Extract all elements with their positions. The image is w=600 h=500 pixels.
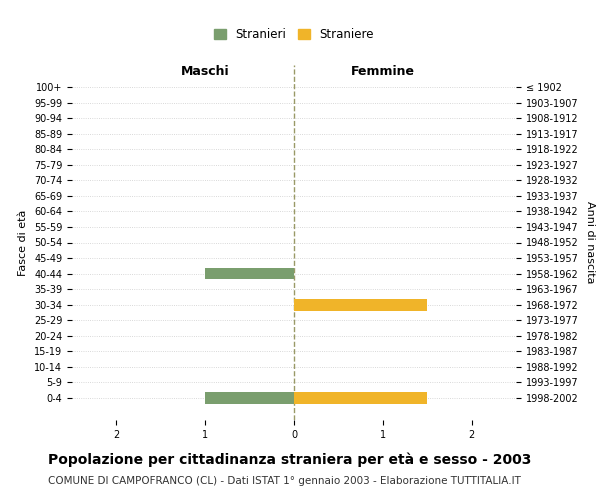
Text: COMUNE DI CAMPOFRANCO (CL) - Dati ISTAT 1° gennaio 2003 - Elaborazione TUTTITALI: COMUNE DI CAMPOFRANCO (CL) - Dati ISTAT … [48, 476, 521, 486]
Bar [205, 392, 294, 404]
Text: Femmine: Femmine [351, 65, 415, 78]
Text: Popolazione per cittadinanza straniera per età e sesso - 2003: Popolazione per cittadinanza straniera p… [48, 452, 532, 467]
Bar [205, 268, 294, 280]
Bar [294, 392, 427, 404]
Y-axis label: Anni di nascita: Anni di nascita [585, 201, 595, 284]
Y-axis label: Fasce di età: Fasce di età [19, 210, 28, 276]
Text: Maschi: Maschi [181, 65, 230, 78]
Legend: Stranieri, Straniere: Stranieri, Straniere [211, 25, 377, 45]
Bar [294, 299, 427, 310]
